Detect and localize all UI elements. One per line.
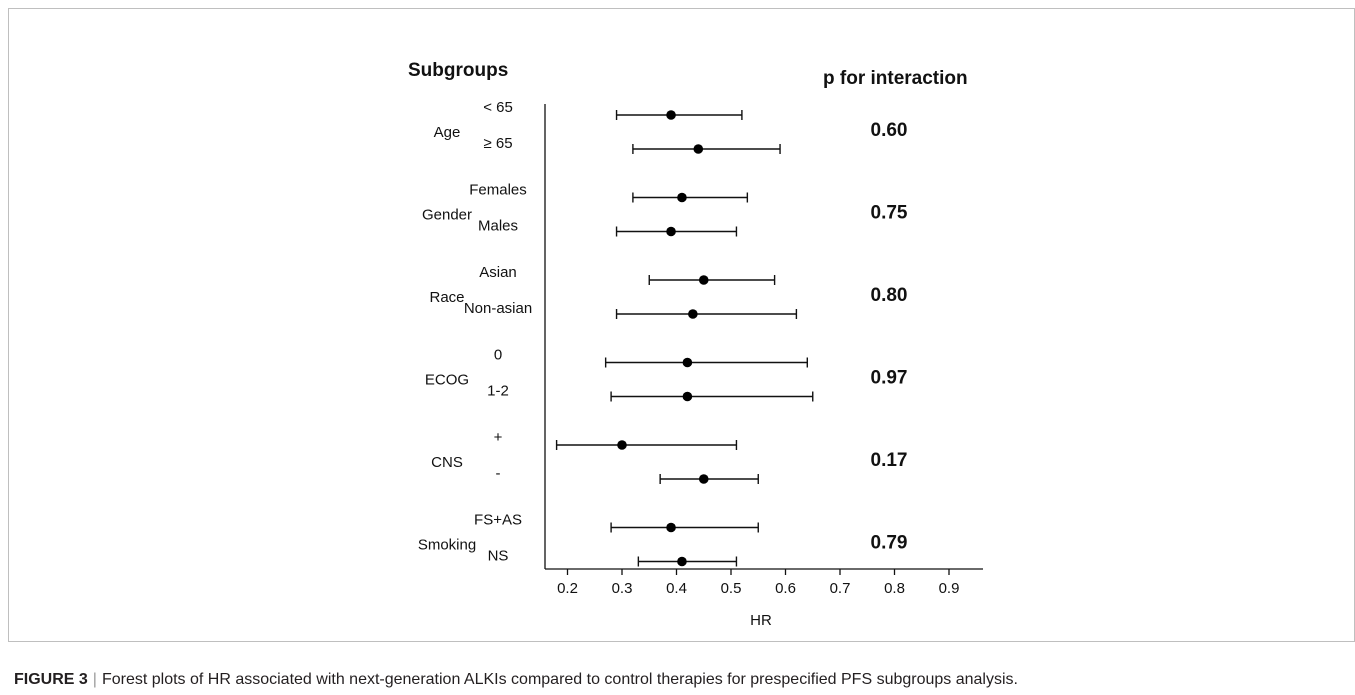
row-label: NS: [488, 548, 509, 565]
forest-row: Non-asian: [464, 300, 798, 319]
forest-row: ≥ 65: [483, 135, 781, 154]
hr-point: [698, 275, 709, 285]
x-tick-label: 0.4: [666, 580, 687, 597]
x-tick-label: 0.9: [939, 580, 960, 597]
row-label: ≥ 65: [483, 135, 512, 152]
x-tick-label: 0.3: [612, 580, 633, 597]
p-interaction-value: 0.80: [871, 285, 908, 306]
x-tick-label: 0.8: [884, 580, 905, 597]
x-axis-title: HR: [750, 612, 772, 629]
row-label: < 65: [483, 99, 513, 116]
subgroup: CNS 0.17 + -: [431, 429, 907, 484]
x-tick-label: 0.2: [557, 580, 578, 597]
hr-point: [677, 556, 687, 567]
hr-point: [693, 144, 704, 154]
subgroup: ECOG 0.97 0 1-2: [425, 347, 908, 402]
x-tick-label: 0.6: [775, 580, 796, 597]
hr-point: [677, 192, 687, 203]
row-label: Males: [478, 218, 518, 235]
forest-row: Asian: [479, 264, 776, 285]
forest-row: 0: [494, 347, 808, 368]
row-label: 0: [494, 347, 502, 364]
figure-label: FIGURE 3: [14, 671, 88, 688]
forest-rows: Age 0.60 < 65 ≥ 65 Gender 0.75 Females Males Rac…: [418, 99, 908, 567]
p-interaction-heading: p for interaction: [823, 68, 968, 89]
row-label: FS+AS: [474, 512, 522, 529]
subgroup-name: CNS: [431, 454, 463, 471]
hr-point: [682, 357, 693, 368]
hr-point: [666, 226, 676, 237]
forest-row: Females: [469, 182, 749, 203]
subgroup: Gender 0.75 Females Males: [422, 182, 908, 237]
forest-row: < 65: [483, 99, 743, 120]
figure-caption: FIGURE 3 | Forest plots of HR associated w…: [14, 671, 1018, 689]
p-interaction-value: 0.17: [871, 450, 908, 471]
hr-point: [666, 522, 676, 533]
row-label: -: [496, 465, 501, 482]
row-label: Non-asian: [464, 300, 532, 317]
hr-point: [666, 110, 676, 120]
hr-point: [698, 474, 709, 484]
caption-text: Forest plots of HR associated with next-…: [101, 671, 1018, 688]
row-label: Asian: [479, 264, 517, 281]
row-label: 1-2: [487, 383, 509, 400]
subgroup-name: Age: [434, 124, 461, 141]
p-interaction-value: 0.97: [871, 368, 908, 389]
subgroups-heading: Subgroups: [408, 60, 508, 81]
hr-point: [682, 391, 693, 402]
x-tick-label: 0.7: [830, 580, 851, 597]
forest-plot-chart: Subgroups p for interaction HR 0.2 0.3 0.4…: [408, 60, 983, 629]
forest-row: +: [494, 429, 738, 450]
x-axis-ticks: 0.2 0.3 0.4 0.5 0.6 0.7 0.8 0.9: [557, 569, 959, 597]
forest-row: NS: [488, 548, 738, 567]
subgroup: Age 0.60 < 65 ≥ 65: [434, 99, 908, 154]
subgroup-name: Smoking: [418, 537, 476, 554]
p-interaction-value: 0.75: [871, 203, 908, 224]
subgroup-name: Race: [429, 289, 464, 306]
hr-point: [688, 309, 698, 319]
caption-separator: |: [92, 671, 97, 688]
row-label: Females: [469, 182, 527, 199]
forest-row: Males: [478, 218, 738, 237]
x-tick-label: 0.5: [721, 580, 742, 597]
forest-row: -: [496, 465, 759, 484]
hr-point: [617, 440, 627, 450]
forest-row: 1-2: [487, 383, 814, 402]
subgroup-name: Gender: [422, 207, 472, 224]
p-interaction-value: 0.60: [871, 120, 908, 141]
subgroup: Race 0.80 Asian Non-asian: [429, 264, 907, 319]
p-interaction-value: 0.79: [871, 533, 908, 554]
subgroup-name: ECOG: [425, 372, 469, 389]
forest-row: FS+AS: [474, 512, 759, 533]
subgroup: Smoking 0.79 FS+AS NS: [418, 512, 908, 567]
row-label: +: [494, 429, 503, 446]
